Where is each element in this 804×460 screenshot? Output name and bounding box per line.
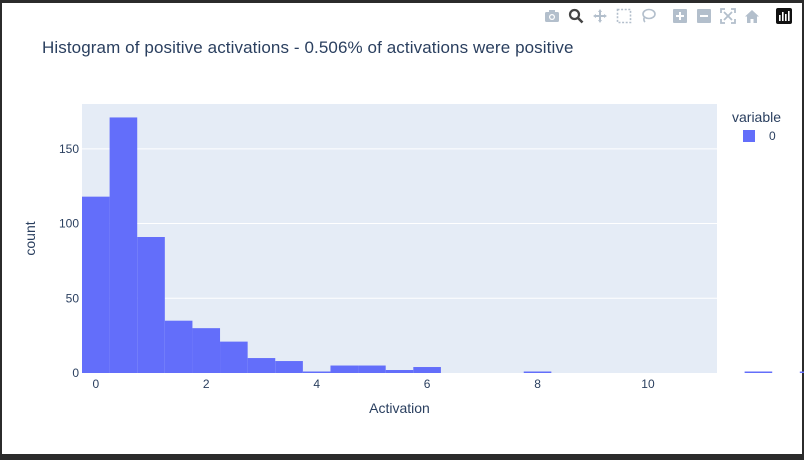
autoscale-icon[interactable] bbox=[716, 7, 740, 25]
histogram-bar[interactable] bbox=[302, 371, 331, 373]
modebar bbox=[540, 7, 796, 25]
y-tick-label: 50 bbox=[66, 291, 80, 305]
x-axis-ticks: 0 2 4 6 8 10 bbox=[92, 377, 655, 391]
legend-label: 0 bbox=[769, 129, 776, 143]
histogram-bar[interactable] bbox=[744, 371, 773, 373]
zoom-in-icon[interactable] bbox=[668, 7, 692, 25]
x-tick-label: 4 bbox=[313, 377, 320, 391]
reset-axes-icon[interactable] bbox=[740, 7, 764, 25]
pan-icon[interactable] bbox=[588, 7, 612, 25]
histogram-bar[interactable] bbox=[164, 320, 193, 373]
y-tick-label: 0 bbox=[72, 366, 79, 380]
histogram-bar[interactable] bbox=[413, 367, 441, 373]
histogram-bar[interactable] bbox=[799, 371, 804, 373]
camera-icon[interactable] bbox=[540, 7, 564, 25]
x-tick-label: 6 bbox=[424, 377, 431, 391]
zoom-out-icon[interactable] bbox=[692, 7, 716, 25]
x-axis-title: Activation bbox=[369, 400, 430, 416]
plotly-logo-icon[interactable] bbox=[772, 7, 796, 25]
x-tick-label: 2 bbox=[203, 377, 210, 391]
y-axis-ticks: 0 50 100 150 bbox=[59, 142, 79, 380]
lasso-select-icon[interactable] bbox=[636, 7, 660, 25]
box-select-icon[interactable] bbox=[612, 7, 636, 25]
gridlines bbox=[82, 148, 717, 299]
legend-swatch bbox=[743, 130, 755, 142]
histogram-bar[interactable] bbox=[358, 365, 386, 373]
histogram-bar[interactable] bbox=[109, 117, 138, 373]
x-tick-label: 0 bbox=[92, 377, 99, 391]
histogram-bar[interactable] bbox=[137, 237, 165, 373]
y-tick-label: 100 bbox=[59, 217, 79, 231]
histogram-bar[interactable] bbox=[82, 196, 110, 373]
histogram-bar[interactable] bbox=[247, 358, 276, 373]
y-axis-title: count bbox=[22, 221, 38, 255]
legend-item[interactable]: 0 bbox=[743, 129, 776, 143]
chart-title: Histogram of positive activations - 0.50… bbox=[42, 38, 574, 57]
zoom-icon[interactable] bbox=[564, 7, 588, 25]
histogram-bar[interactable] bbox=[220, 341, 248, 373]
histogram-bar[interactable] bbox=[275, 361, 303, 373]
x-tick-label: 10 bbox=[641, 377, 655, 391]
legend-title: variable bbox=[732, 109, 782, 125]
histogram-bar[interactable] bbox=[192, 328, 221, 373]
y-tick-label: 150 bbox=[59, 142, 79, 156]
histogram-bar[interactable] bbox=[385, 370, 414, 373]
x-tick-label: 8 bbox=[534, 377, 541, 391]
histogram-bar[interactable] bbox=[523, 371, 552, 373]
histogram-bars bbox=[82, 117, 804, 373]
histogram-bar[interactable] bbox=[330, 365, 359, 373]
